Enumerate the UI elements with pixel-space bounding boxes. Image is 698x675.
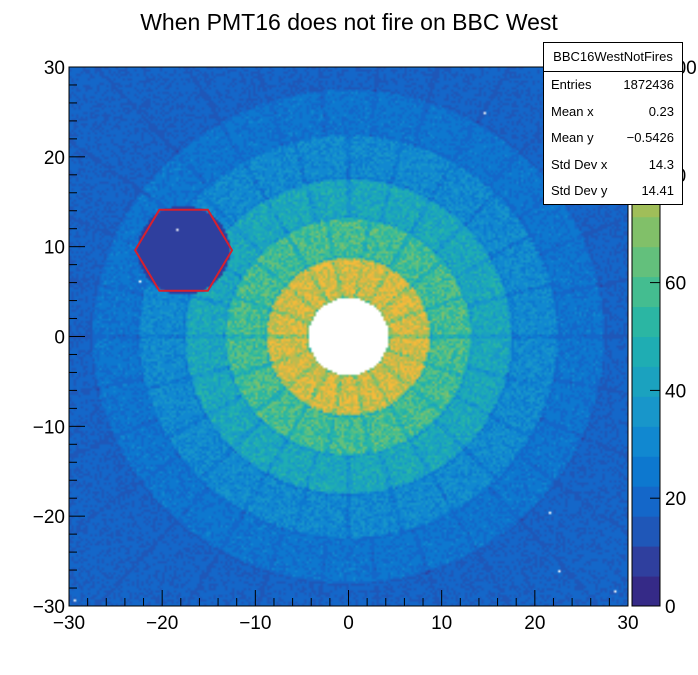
colorbar-segment [632, 576, 660, 607]
colorbar-segment [632, 546, 660, 577]
x-tick-label: −10 [239, 613, 271, 634]
colorbar-segment [632, 336, 660, 367]
colorbar-segment [632, 396, 660, 427]
y-tick-label: 0 [54, 328, 65, 349]
y-tick-label: −30 [33, 597, 65, 618]
stats-value: 1872436 [623, 77, 674, 92]
colorbar-segment [632, 516, 660, 547]
stats-title: BBC16WestNotFires [544, 43, 682, 72]
colorbar-segment [632, 306, 660, 337]
stats-label: Mean y [551, 130, 594, 145]
x-tick-label: −20 [146, 613, 178, 634]
x-tick-label: 10 [431, 613, 452, 634]
stats-label: Mean x [551, 103, 594, 119]
y-tick-label: 10 [44, 238, 65, 259]
colorbar-segment [632, 366, 660, 397]
stats-value: −0.5426 [626, 130, 674, 145]
y-tick-label: 20 [44, 148, 65, 169]
x-axis: −30 −20 −10 0 10 20 30 [53, 590, 639, 634]
y-tick-label: −10 [33, 417, 65, 438]
colorbar-tick-label: 20 [665, 489, 686, 510]
stats-value: 14.3 [648, 156, 674, 172]
colorbar-tick-label: 0 [665, 597, 676, 618]
colorbar-segment [632, 486, 660, 517]
statistics-box: BBC16WestNotFires Entries 1872436 Mean x… [543, 42, 683, 205]
colorbar-segment [632, 246, 660, 278]
chart-title: When PMT16 does not fire on BBC West [140, 9, 558, 35]
stats-row-mean-y: Mean y −0.5426 [544, 125, 682, 152]
stats-row-mean-x: Mean x 0.23 [544, 99, 682, 126]
x-tick-label: 0 [343, 613, 354, 634]
x-tick-label: −30 [53, 613, 85, 634]
stats-label: Entries [551, 77, 592, 92]
stats-value: 14.41 [641, 183, 674, 198]
dead-pmt-highlight-hexagon [133, 208, 234, 292]
colorbar-segment [632, 276, 660, 308]
colorbar-segment [632, 216, 660, 248]
colorbar-segment [632, 456, 660, 487]
y-tick-label: −20 [33, 507, 65, 528]
stats-label: Std Dev x [551, 156, 608, 172]
y-axis: −30 −20 −10 0 10 20 30 [33, 58, 85, 618]
x-tick-label: 20 [524, 613, 545, 634]
stats-row-std-dev-x: Std Dev x 14.3 [544, 152, 682, 179]
stats-row-std-dev-y: Std Dev y 14.41 [544, 178, 682, 205]
colorbar-tick-label: 60 [665, 274, 686, 295]
colorbar-segment [632, 426, 660, 457]
x-tick-label: 30 [617, 613, 638, 634]
heatmap [69, 67, 628, 606]
stats-label: Std Dev y [551, 183, 608, 198]
y-tick-label: 30 [44, 58, 65, 79]
stats-value: 0.23 [648, 103, 674, 119]
colorbar-tick-label: 40 [665, 381, 686, 402]
stats-row-entries: Entries 1872436 [544, 72, 682, 99]
